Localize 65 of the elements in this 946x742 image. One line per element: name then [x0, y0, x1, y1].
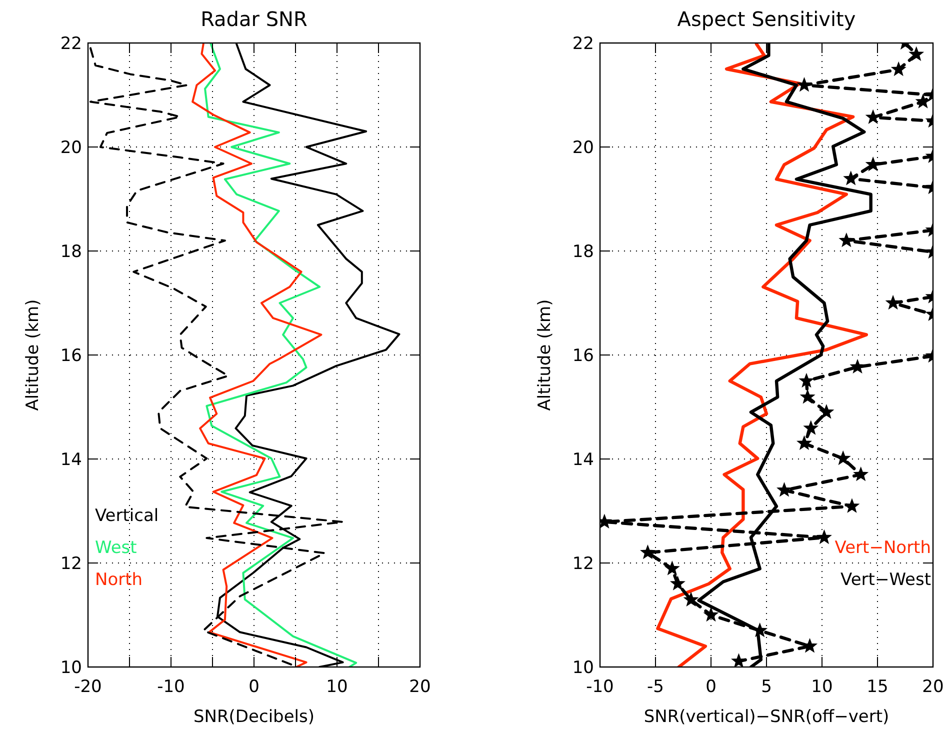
point — [846, 500, 858, 512]
y-axis-title: Altitude (km) — [535, 299, 555, 411]
point — [916, 95, 930, 108]
y-tick-label: 10 — [572, 658, 594, 678]
y-tick-label: 10 — [60, 658, 82, 678]
x-axis-title: SNR(Decibels) — [193, 707, 315, 727]
point — [804, 422, 818, 434]
point — [886, 296, 900, 309]
y-tick-label: 14 — [60, 450, 82, 470]
point — [798, 436, 811, 450]
y-tick-label: 16 — [60, 346, 82, 366]
y-tick-label: 12 — [572, 554, 594, 574]
point — [671, 577, 684, 590]
chart-title: Aspect Sensitivity — [677, 7, 856, 31]
point — [798, 78, 811, 91]
chart-title: Radar SNR — [200, 7, 308, 31]
point — [840, 234, 853, 246]
text: Vert−North — [834, 538, 931, 558]
text: Vertical — [95, 506, 159, 526]
x-tick-label: -5 — [647, 677, 664, 697]
point — [778, 483, 791, 496]
y-tick-label: 22 — [572, 34, 594, 54]
point — [854, 468, 868, 480]
y-tick-label: 22 — [60, 34, 82, 54]
x-tick-label: 0 — [248, 677, 260, 697]
y-axis-title: Altitude (km) — [23, 299, 43, 411]
point — [910, 48, 923, 60]
point — [851, 360, 864, 373]
point — [866, 110, 880, 123]
y-tick-label: 12 — [60, 554, 82, 574]
x-tick-label: 5 — [761, 677, 772, 697]
point — [836, 452, 850, 464]
point — [666, 562, 679, 574]
point — [820, 405, 833, 418]
x-tick-label: 20 — [409, 677, 431, 697]
point — [844, 172, 858, 184]
x-tick-label: 0 — [706, 677, 716, 697]
x-tick-label: 20 — [922, 677, 944, 697]
point — [732, 654, 746, 667]
x-tick-label: -10 — [157, 677, 185, 697]
point — [800, 374, 813, 387]
y-tick-label: 20 — [60, 138, 82, 158]
x-tick-label: -20 — [74, 677, 102, 697]
y-tick-label: 20 — [572, 138, 594, 158]
x-axis-title: SNR(vertical)−SNR(off−vert) — [644, 707, 890, 727]
y-tick-label: 18 — [60, 242, 82, 262]
y-tick-label: 14 — [572, 450, 594, 470]
point — [684, 593, 698, 606]
x-tick-label: -10 — [586, 677, 614, 697]
point — [866, 158, 880, 170]
point — [641, 546, 654, 558]
text: North — [95, 570, 143, 590]
point — [818, 530, 831, 544]
point — [892, 62, 906, 76]
point — [801, 390, 814, 403]
x-tick-label: 10 — [811, 677, 833, 697]
x-tick-label: 15 — [866, 677, 888, 697]
point — [704, 608, 718, 621]
legend-label: Vert−West — [840, 570, 932, 590]
y-tick-label: 18 — [572, 242, 594, 262]
text: West — [95, 538, 138, 558]
point — [803, 639, 816, 652]
y-tick-label: 16 — [572, 346, 594, 366]
point — [753, 624, 766, 636]
x-tick-label: 10 — [326, 677, 348, 697]
